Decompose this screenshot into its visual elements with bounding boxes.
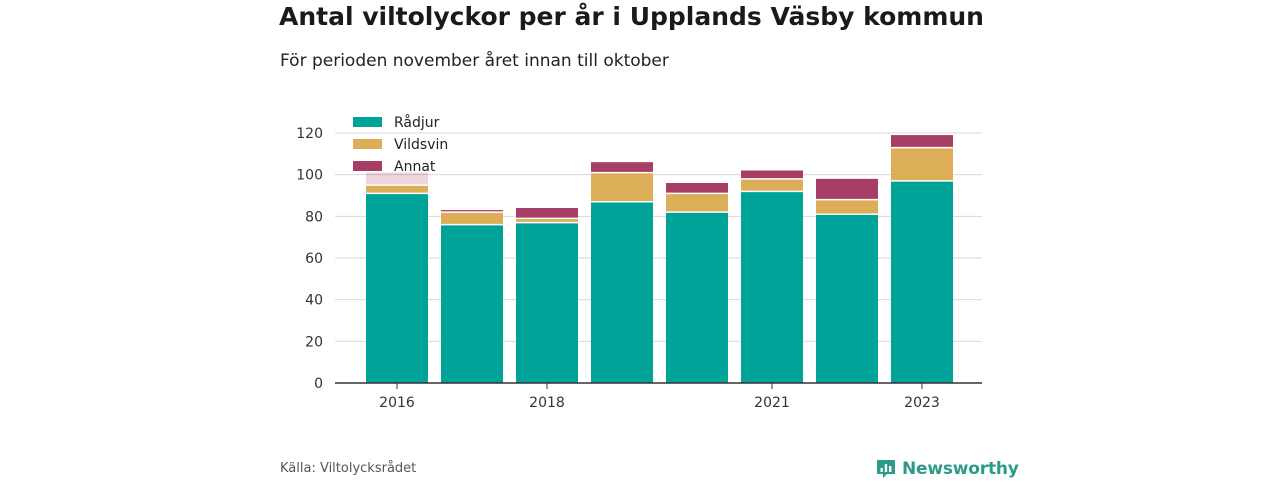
bar-segment-annat [741,170,803,179]
bar-segment-r-djur [816,214,878,383]
bar-segment-vildsvin [591,172,653,202]
legend-swatch [353,161,382,171]
bar-segment-r-djur [366,193,428,383]
legend: Rådjur Vildsvin Annat [353,114,448,175]
bar-layer [366,135,953,383]
bar-segment-annat [666,183,728,194]
source-note: Källa: Viltolycksrådet [280,461,417,476]
bar-segment-annat [441,210,503,213]
x-tick-label: 2021 [754,395,790,411]
y-tick-label: 0 [314,376,323,392]
bar-segment-annat [816,178,878,200]
bar-segment-vildsvin [741,178,803,192]
bar-segment-vildsvin [666,193,728,213]
legend-label: Rådjur [394,114,440,131]
bar-segment-vildsvin [891,147,953,181]
bar-segment-r-djur [666,212,728,383]
bar-segment-annat [891,135,953,148]
y-tick-label: 120 [296,126,323,142]
bar-segment-r-djur [741,191,803,383]
bar-segment-r-djur [441,224,503,383]
bar-segment-annat [591,162,653,173]
bar-segment-vildsvin [816,199,878,215]
legend-label: Vildsvin [394,137,448,153]
bar-segment-r-djur [891,180,953,383]
axis-layer: 0 20 40 60 80 100 120 2016 2018 2021 2023 [296,126,982,411]
bar-segment-annat [366,172,428,186]
legend-swatch [353,117,382,127]
newsworthy-logo-icon [877,460,895,478]
bar-segment-r-djur [591,201,653,383]
bar-segment-vildsvin [366,185,428,194]
newsworthy-logo: Newsworthy [876,456,1019,482]
y-tick-label: 40 [305,293,323,309]
bar-segment-annat [516,208,578,219]
chart-title: Antal viltolyckor per år i Upplands Väsb… [279,2,984,31]
y-tick-label: 80 [305,209,323,225]
legend-swatch [353,139,382,149]
bar-segment-r-djur [516,222,578,383]
legend-label: Annat [394,159,436,175]
bar-segment-vildsvin [516,218,578,223]
bar-segment-vildsvin [441,212,503,225]
x-tick-label: 2023 [904,395,940,411]
y-tick-label: 20 [305,334,323,350]
chart-subtitle: För perioden november året innan till ok… [280,51,669,71]
y-tick-label: 60 [305,251,323,267]
brand-name: Newsworthy [902,459,1019,479]
x-tick-label: 2016 [379,395,415,411]
y-tick-label: 100 [296,168,323,184]
x-tick-label: 2018 [529,395,565,411]
